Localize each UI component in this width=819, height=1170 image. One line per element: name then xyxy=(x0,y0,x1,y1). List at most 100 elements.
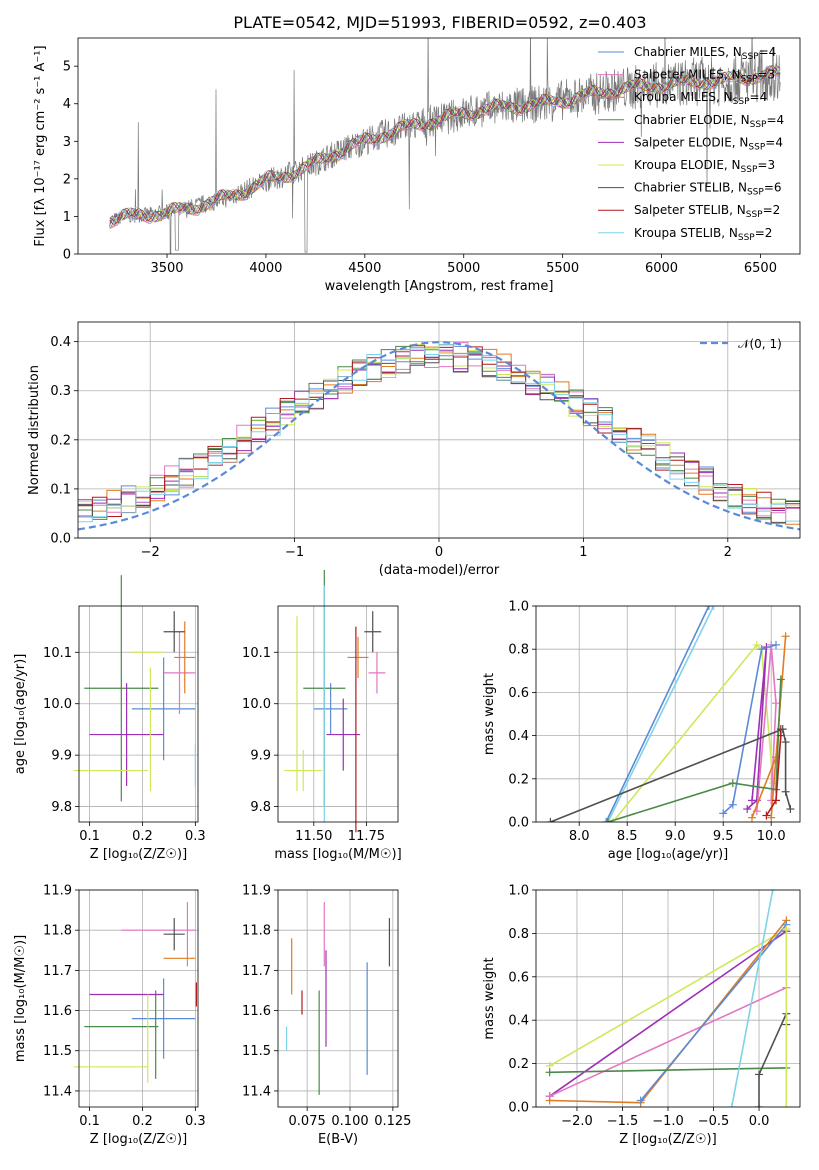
legend-subscript: SSP xyxy=(741,75,758,85)
x-tick-label: 8.5 xyxy=(617,829,638,844)
x-tick-label: 5500 xyxy=(546,261,579,276)
weight-line xyxy=(722,644,777,814)
weight-line xyxy=(746,646,768,810)
x-tick-label: 1 xyxy=(579,545,587,560)
x-tick-label: 0.2 xyxy=(132,829,153,844)
residual-histogram xyxy=(78,342,800,517)
x-tick-label: −2.0 xyxy=(561,1114,593,1129)
axes-frame xyxy=(78,605,199,823)
x-tick-label: 8.0 xyxy=(569,829,590,844)
x-tick-label: 0.0 xyxy=(749,1114,770,1129)
figure-title: PLATE=0542, MJD=51993, FIBERID=0592, z=0… xyxy=(233,13,646,32)
legend-subscript: SSP xyxy=(747,188,764,198)
legend-label-rest: =2 xyxy=(755,226,773,240)
age-vs-mass-panel: 11.50 11.75 9.8 9.9 10.0 10.1 mass [log₁₀(M/M☉… xyxy=(242,570,402,862)
y-tick-label: 0.1 xyxy=(50,482,71,497)
legend-label: 𝒩(0, 1) xyxy=(738,337,782,351)
y-tick-label: 11.6 xyxy=(43,1004,72,1019)
y-tick-label: 0.4 xyxy=(508,729,529,744)
axes-frame xyxy=(277,889,399,1108)
x-tick-label: −1 xyxy=(285,545,304,560)
weight-line xyxy=(549,986,787,1097)
y-tick-label: 3 xyxy=(63,135,71,150)
x-axis-label: Z [log₁₀(Z/Z☉)] xyxy=(619,1132,716,1147)
legend-subscript: SSP xyxy=(742,52,759,62)
normal-curve xyxy=(77,341,801,531)
legend-label: Chabrier STELIB, NSSP=6 xyxy=(634,181,782,198)
legend-label: Kroupa STELIB, NSSP=2 xyxy=(634,226,772,243)
y-tick-label: 11.8 xyxy=(242,924,271,939)
residuals-panel: −2 −1 0 1 2 0.0 0.1 0.2 0.3 0.4 (data-model)/error… xyxy=(27,321,801,578)
weight-line xyxy=(730,890,774,1107)
x-tick-label: 2 xyxy=(724,545,732,560)
axes-frame xyxy=(77,37,801,255)
model-spectrum xyxy=(109,65,781,225)
legend-label-rest: =4 xyxy=(766,113,784,127)
y-tick-label: 11.7 xyxy=(242,964,271,979)
y-axis-label: mass weight xyxy=(482,673,497,755)
x-tick-label: 0.2 xyxy=(132,1114,153,1129)
weight-vs-age-panel: 8.0 8.5 9.0 9.5 10.0 0.0 0.2 0.4 0.6 0.8 1.0 age [l… xyxy=(482,600,801,862)
x-tick-label: 10.0 xyxy=(757,829,786,844)
model-spectrum xyxy=(109,65,781,223)
y-tick-label: 9.8 xyxy=(250,800,271,815)
axes-frame xyxy=(535,605,801,823)
x-tick-label: −1.5 xyxy=(607,1114,639,1129)
spectrum-panel: 3500 4000 4500 5000 5500 6000 6500 0 1 2 3 4 5 wavele… xyxy=(33,37,801,294)
y-axis-label: Flux [fλ 10⁻¹⁷ erg cm⁻² s⁻¹ A⁻¹] xyxy=(33,45,48,246)
x-axis-label: E(B-V) xyxy=(318,1132,358,1147)
weight-line xyxy=(640,924,787,1102)
x-tick-label: 9.0 xyxy=(665,829,686,844)
spectrum-lines xyxy=(109,38,781,254)
axes-frame xyxy=(277,605,399,823)
weight-line xyxy=(607,606,715,822)
model-spectrum xyxy=(109,68,781,229)
mass-vs-ebv-panel: 0.075 0.100 0.125 11.4 11.5 11.6 11.7 11.8 11.9 E… xyxy=(242,884,411,1148)
legend-subscript: SSP xyxy=(733,97,750,107)
x-axis-label: Z [log₁₀(Z/Z☉)] xyxy=(90,1132,187,1147)
y-tick-label: 9.8 xyxy=(51,800,72,815)
axes-frame xyxy=(77,321,801,539)
x-tick-label: 0.1 xyxy=(79,1114,100,1129)
weight-line xyxy=(758,1013,788,1107)
y-tick-label: 11.9 xyxy=(43,884,72,899)
weight-line xyxy=(549,1067,787,1074)
y-tick-label: 9.9 xyxy=(250,749,271,764)
weight-line xyxy=(607,679,782,822)
y-tick-label: 11.4 xyxy=(242,1084,271,1099)
legend-label-rest: =6 xyxy=(764,181,782,195)
x-tick-label: 0.3 xyxy=(185,829,206,844)
legend-subscript: SSP xyxy=(746,210,763,220)
weight-lines xyxy=(546,606,795,822)
x-axis-label: Z [log₁₀(Z/Z☉)] xyxy=(90,847,187,862)
y-tick-label: 0.2 xyxy=(50,433,71,448)
legend-subscript: SSP xyxy=(750,120,767,130)
y-tick-label: 4 xyxy=(63,97,71,112)
legend-label-rest: =2 xyxy=(763,203,781,217)
legend-label-rest: =4 xyxy=(759,45,777,59)
x-tick-label: 0 xyxy=(435,545,443,560)
x-tick-label: 11.50 xyxy=(295,829,332,844)
weight-line xyxy=(756,644,777,812)
y-tick-label: 0.0 xyxy=(508,816,529,831)
x-tick-label: 3500 xyxy=(150,261,183,276)
y-tick-label: 1.0 xyxy=(508,600,529,615)
y-tick-label: 0.3 xyxy=(50,384,71,399)
legend-label-rest: =3 xyxy=(757,158,775,172)
x-tick-label: 5000 xyxy=(447,261,480,276)
y-tick-label: 11.5 xyxy=(242,1044,271,1059)
legend-subscript: SSP xyxy=(741,165,758,175)
y-tick-label: 10.1 xyxy=(242,646,271,661)
mass-vs-z-panel: 0.1 0.2 0.3 11.4 11.5 11.6 11.7 11.8 11.9 Z [log₁… xyxy=(13,884,206,1148)
x-tick-label: 6500 xyxy=(744,261,777,276)
y-tick-label: 2 xyxy=(63,172,71,187)
y-tick-label: 1 xyxy=(63,210,71,225)
legend-label: Salpeter MILES, NSSP=3 xyxy=(634,68,775,85)
weight-vs-z-panel: −2.0 −1.5 −1.0 −0.5 0.0 0.0 0.2 0.4 0.6 0.8 1.0 Z [… xyxy=(482,884,801,1147)
y-tick-label: 11.7 xyxy=(43,964,72,979)
y-tick-label: 10.0 xyxy=(242,697,271,712)
y-tick-label: 0.2 xyxy=(508,1057,529,1072)
legend-label: Salpeter STELIB, NSSP=2 xyxy=(634,203,780,220)
x-tick-label: 6000 xyxy=(645,261,678,276)
